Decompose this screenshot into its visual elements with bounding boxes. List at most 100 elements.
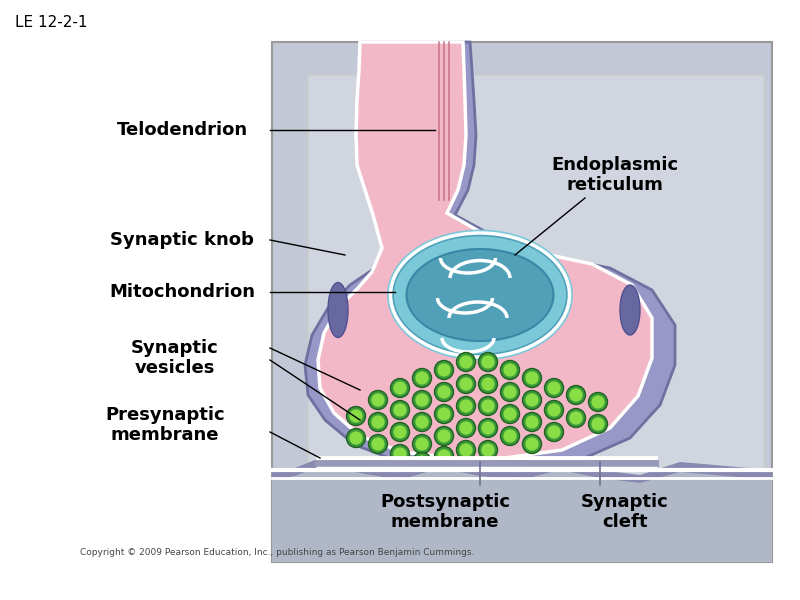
Circle shape <box>545 401 563 419</box>
Circle shape <box>415 393 429 407</box>
Circle shape <box>346 428 366 448</box>
Circle shape <box>393 403 407 417</box>
Circle shape <box>371 437 385 451</box>
Circle shape <box>393 381 407 395</box>
Circle shape <box>478 374 498 394</box>
Circle shape <box>437 449 451 463</box>
Circle shape <box>481 443 495 457</box>
Ellipse shape <box>328 283 348 337</box>
Circle shape <box>503 407 517 421</box>
Circle shape <box>522 391 542 409</box>
Circle shape <box>415 371 429 385</box>
Circle shape <box>478 440 498 460</box>
Circle shape <box>525 437 539 451</box>
Circle shape <box>547 425 561 439</box>
Circle shape <box>501 383 519 401</box>
Circle shape <box>525 415 539 429</box>
Circle shape <box>569 411 583 425</box>
Text: Telodendrion: Telodendrion <box>117 121 247 139</box>
Circle shape <box>525 393 539 407</box>
Circle shape <box>459 377 473 391</box>
Circle shape <box>390 445 410 463</box>
Circle shape <box>437 385 451 399</box>
Circle shape <box>522 413 542 431</box>
Circle shape <box>459 355 473 369</box>
Circle shape <box>369 434 387 454</box>
Circle shape <box>371 415 385 429</box>
Circle shape <box>437 407 451 421</box>
Circle shape <box>503 429 517 443</box>
Circle shape <box>459 399 473 413</box>
Text: LE 12-2-1: LE 12-2-1 <box>15 15 87 30</box>
Text: Postsynaptic
membrane: Postsynaptic membrane <box>380 493 510 532</box>
Circle shape <box>525 371 539 385</box>
Circle shape <box>349 431 363 445</box>
Circle shape <box>478 397 498 415</box>
Circle shape <box>457 419 475 437</box>
Circle shape <box>501 404 519 424</box>
Circle shape <box>369 391 387 409</box>
Polygon shape <box>272 466 772 562</box>
Circle shape <box>569 388 583 402</box>
Circle shape <box>434 427 454 445</box>
Circle shape <box>413 368 431 388</box>
Polygon shape <box>305 42 675 470</box>
Circle shape <box>481 377 495 391</box>
Circle shape <box>481 399 495 413</box>
Circle shape <box>413 413 431 431</box>
Circle shape <box>369 413 387 431</box>
Circle shape <box>437 363 451 377</box>
Circle shape <box>371 393 385 407</box>
Polygon shape <box>272 458 772 562</box>
Circle shape <box>393 447 407 461</box>
Circle shape <box>522 368 542 388</box>
Circle shape <box>589 415 607 433</box>
Circle shape <box>591 417 605 431</box>
Circle shape <box>457 440 475 460</box>
Text: Mitochondrion: Mitochondrion <box>109 283 255 301</box>
Circle shape <box>566 409 586 427</box>
Circle shape <box>349 409 363 423</box>
Circle shape <box>393 425 407 439</box>
Ellipse shape <box>393 235 567 355</box>
Text: Synaptic
vesicles: Synaptic vesicles <box>131 338 219 377</box>
Polygon shape <box>318 42 652 458</box>
Circle shape <box>346 407 366 425</box>
Text: Presynaptic
membrane: Presynaptic membrane <box>105 406 225 445</box>
Text: Synaptic
cleft: Synaptic cleft <box>581 493 669 532</box>
Circle shape <box>413 452 431 472</box>
Circle shape <box>589 392 607 412</box>
Circle shape <box>591 395 605 409</box>
Text: Synaptic knob: Synaptic knob <box>110 231 254 249</box>
Circle shape <box>503 363 517 377</box>
Circle shape <box>545 379 563 397</box>
Bar <box>308 75 764 483</box>
Circle shape <box>481 421 495 435</box>
Ellipse shape <box>620 285 640 335</box>
Circle shape <box>434 383 454 401</box>
Circle shape <box>478 352 498 371</box>
Circle shape <box>390 379 410 397</box>
Circle shape <box>390 422 410 442</box>
Ellipse shape <box>389 231 571 359</box>
Circle shape <box>457 374 475 394</box>
Text: Endoplasmic
reticulum: Endoplasmic reticulum <box>551 155 678 194</box>
Circle shape <box>522 434 542 454</box>
Circle shape <box>566 385 586 404</box>
Circle shape <box>478 419 498 437</box>
Circle shape <box>547 403 561 417</box>
Circle shape <box>501 361 519 379</box>
Circle shape <box>501 427 519 445</box>
Circle shape <box>457 352 475 371</box>
Circle shape <box>457 397 475 415</box>
Circle shape <box>390 401 410 419</box>
Circle shape <box>545 422 563 442</box>
Circle shape <box>413 434 431 454</box>
Circle shape <box>459 421 473 435</box>
Circle shape <box>503 385 517 399</box>
Circle shape <box>547 381 561 395</box>
Circle shape <box>415 437 429 451</box>
Ellipse shape <box>406 249 554 341</box>
Circle shape <box>481 355 495 369</box>
Circle shape <box>434 404 454 424</box>
